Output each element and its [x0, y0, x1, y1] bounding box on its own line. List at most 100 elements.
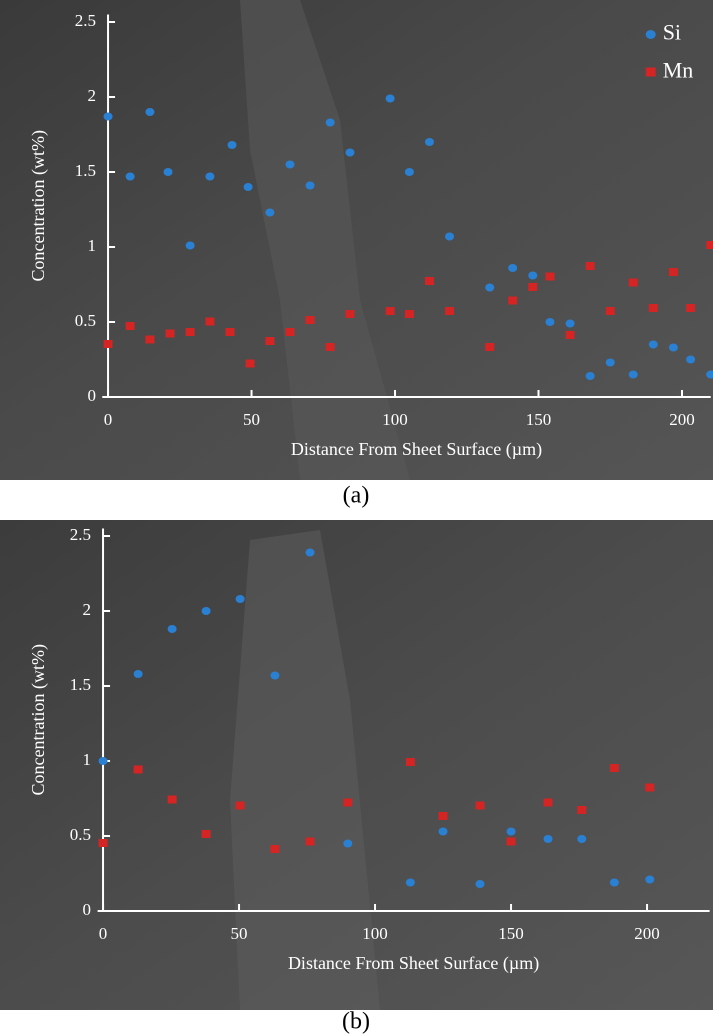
si-point: [168, 625, 177, 633]
mn-point: [326, 343, 335, 351]
mn-point: [166, 330, 175, 338]
mn-point: [104, 340, 113, 348]
mn-point: [343, 799, 352, 807]
x-tick-label: 50: [243, 410, 260, 429]
legend-label: Si: [663, 20, 681, 45]
mn-point: [439, 812, 448, 820]
si-point: [669, 344, 678, 352]
mn-point: [586, 262, 595, 270]
mn-point: [134, 766, 143, 774]
x-tick-label: 0: [99, 924, 108, 943]
si-point: [544, 835, 553, 843]
x-tick-label: 100: [362, 924, 388, 943]
legend-label: Mn: [663, 58, 694, 83]
mn-point: [669, 268, 678, 276]
legend-marker: [646, 30, 656, 39]
mn-point: [205, 318, 214, 326]
si-point: [406, 879, 415, 887]
si-point: [306, 182, 315, 190]
mn-point: [186, 328, 195, 336]
si-point: [306, 549, 315, 557]
si-point: [186, 242, 195, 250]
y-tick-label: 0: [88, 386, 97, 405]
si-point: [145, 108, 154, 116]
mn-point: [706, 241, 713, 249]
mn-point: [485, 343, 494, 351]
mn-point: [544, 799, 553, 807]
si-point: [686, 356, 695, 364]
figure: 00.511.522.5050100150200Distance From Sh…: [0, 0, 713, 1036]
mn-point: [425, 277, 434, 285]
mn-point: [406, 758, 415, 766]
si-point: [405, 168, 414, 176]
mn-point: [649, 304, 658, 312]
si-point: [508, 264, 517, 272]
mn-point: [528, 283, 537, 291]
x-tick-label: 50: [231, 924, 248, 943]
y-tick-label: 2.5: [70, 525, 91, 544]
si-point: [345, 149, 354, 157]
si-point: [270, 672, 279, 680]
x-tick-label: 150: [498, 924, 524, 943]
mn-point: [445, 307, 454, 315]
y-axis-title: Concentration (wt%): [28, 644, 49, 795]
si-point: [545, 318, 554, 326]
x-axis-title: Distance From Sheet Surface (µm): [291, 439, 542, 460]
mn-point: [126, 322, 135, 330]
y-tick-label: 0: [83, 900, 92, 919]
y-tick-label: 2: [88, 86, 97, 105]
mn-point: [606, 307, 615, 315]
si-point: [99, 757, 108, 765]
y-tick-label: 1: [88, 236, 97, 255]
mn-point: [226, 328, 235, 336]
si-point: [476, 880, 485, 888]
mn-point: [270, 845, 279, 853]
mn-point: [345, 310, 354, 318]
si-point: [236, 595, 245, 603]
y-tick-label: 1: [83, 750, 92, 769]
caption: (a): [343, 483, 370, 509]
si-point: [610, 879, 619, 887]
si-point: [228, 141, 237, 149]
mn-point: [610, 764, 619, 772]
mn-point: [145, 336, 154, 344]
si-point: [386, 95, 395, 103]
si-point: [485, 284, 494, 292]
si-point: [265, 209, 274, 217]
y-tick-label: 1.5: [75, 161, 96, 180]
y-tick-label: 0.5: [75, 311, 96, 330]
si-point: [507, 828, 516, 836]
si-point: [528, 272, 537, 280]
mn-point: [99, 839, 108, 847]
legend-marker: [646, 68, 656, 77]
mn-point: [246, 360, 255, 368]
si-point: [134, 670, 143, 678]
si-point: [606, 359, 615, 367]
y-axis-title: Concentration (wt%): [28, 130, 49, 281]
si-point: [445, 233, 454, 241]
mn-point: [265, 337, 274, 345]
mn-point: [507, 838, 516, 846]
x-tick-label: 200: [669, 410, 695, 429]
x-tick-label: 200: [634, 924, 660, 943]
si-point: [425, 138, 434, 146]
mn-point: [202, 830, 211, 838]
si-point: [326, 119, 335, 127]
si-point: [202, 607, 211, 615]
mn-point: [236, 802, 245, 810]
mn-point: [168, 796, 177, 804]
si-point: [164, 168, 173, 176]
mn-point: [686, 304, 695, 312]
y-tick-label: 2: [83, 600, 92, 619]
mn-point: [476, 802, 485, 810]
mn-point: [577, 806, 586, 814]
si-point: [586, 372, 595, 380]
x-tick-label: 0: [104, 410, 113, 429]
si-point: [439, 828, 448, 836]
si-point: [649, 341, 658, 349]
si-point: [285, 161, 294, 169]
si-point: [126, 173, 135, 181]
y-tick-label: 2.5: [75, 11, 96, 30]
si-point: [645, 876, 654, 884]
mn-point: [306, 838, 315, 846]
